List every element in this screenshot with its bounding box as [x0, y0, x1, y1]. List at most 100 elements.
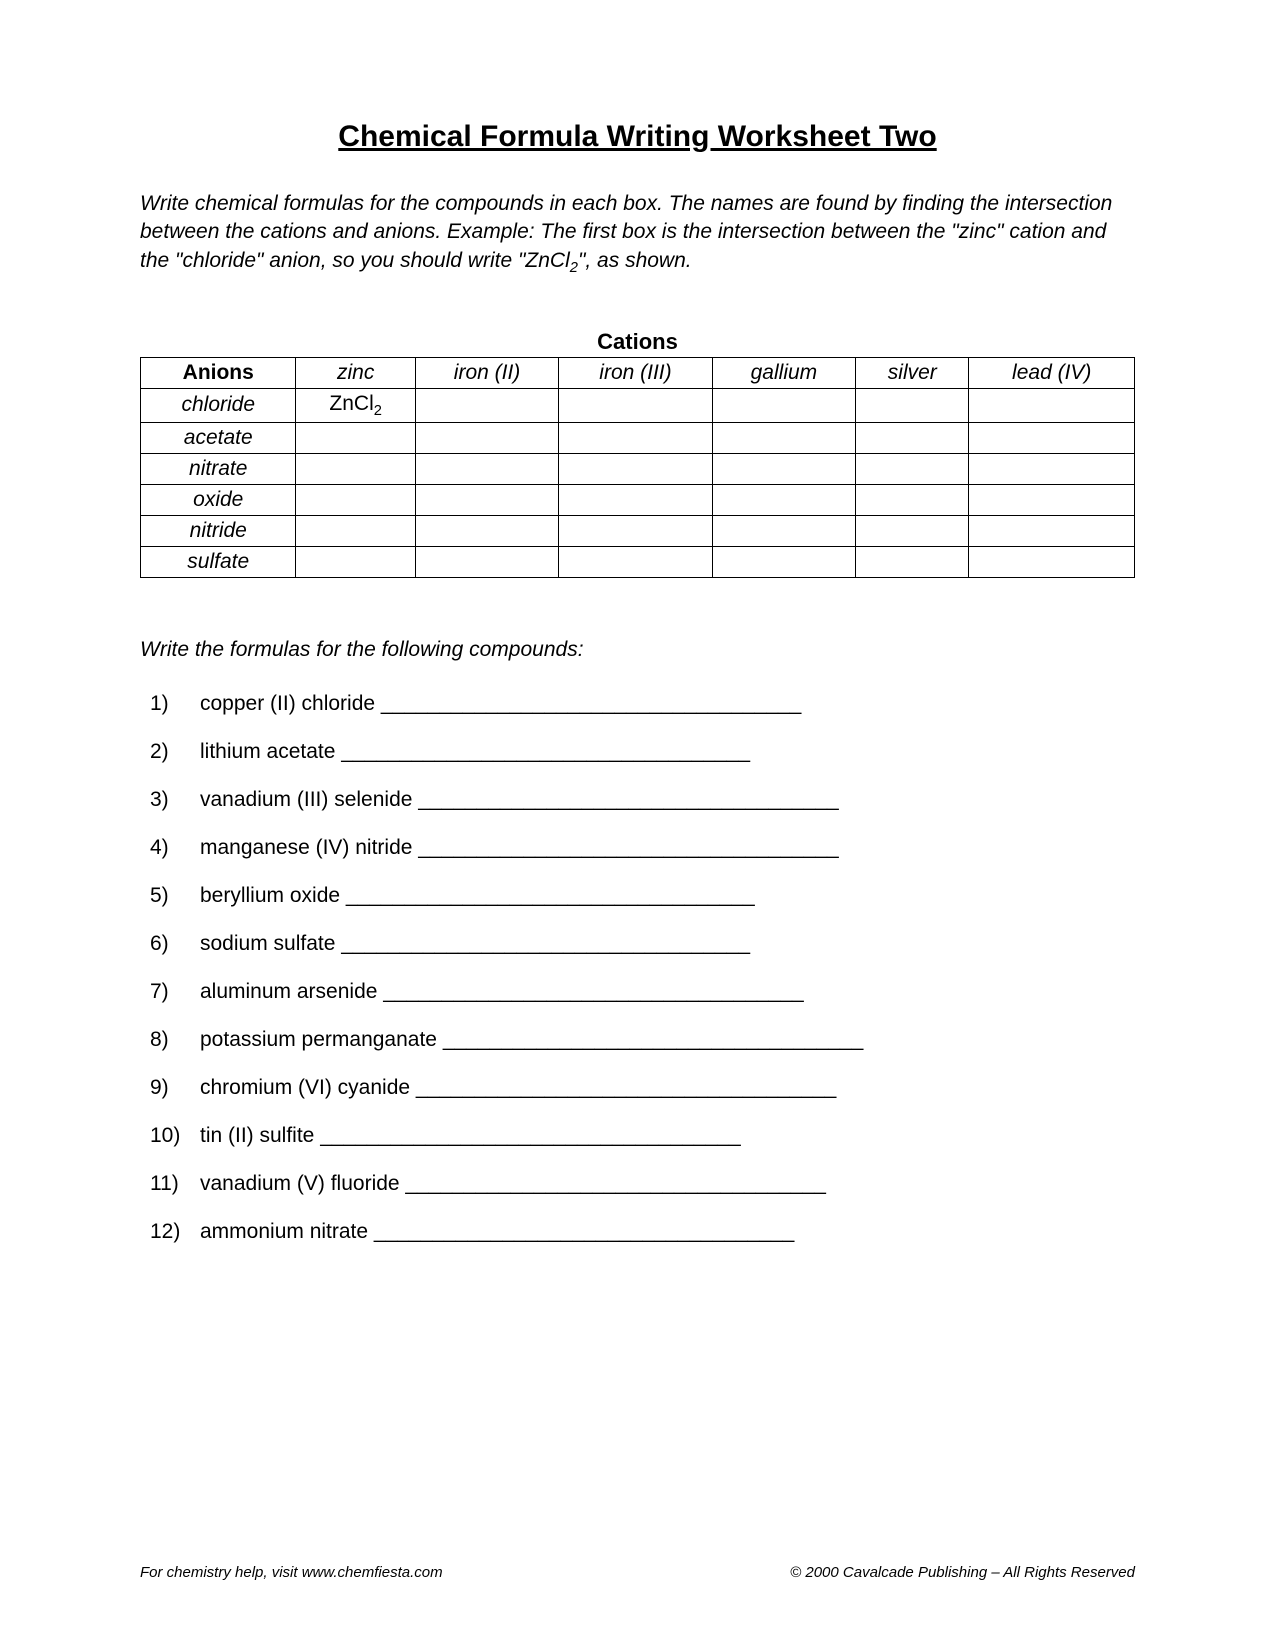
formula-cell: [296, 484, 415, 515]
formula-cell: [559, 484, 712, 515]
question-number: 12): [150, 1220, 200, 1244]
formula-cell: [559, 453, 712, 484]
table-row: nitrate: [141, 453, 1135, 484]
questions-list: 1)copper (II) chloride _________________…: [140, 692, 1135, 1244]
question-row: 1)copper (II) chloride _________________…: [150, 692, 1135, 716]
question-row: 7)aluminum arsenide ____________________…: [150, 980, 1135, 1004]
formula-cell: [856, 422, 969, 453]
formula-cell: [712, 453, 855, 484]
question-row: 6)sodium sulfate _______________________…: [150, 932, 1135, 956]
formula-cell: [559, 422, 712, 453]
question-text: tin (II) sulfite _______________________…: [200, 1124, 741, 1148]
formula-cell: [969, 388, 1135, 422]
question-number: 3): [150, 788, 200, 812]
formula-cell: [856, 453, 969, 484]
question-row: 10)tin (II) sulfite ____________________…: [150, 1124, 1135, 1148]
formula-cell: [296, 515, 415, 546]
instructions-subscript: 2: [570, 260, 578, 276]
anion-cell: acetate: [141, 422, 296, 453]
formula-cell: [415, 546, 558, 577]
question-text: manganese (IV) nitride _________________…: [200, 836, 839, 860]
formula-cell: [415, 422, 558, 453]
formula-cell: [296, 546, 415, 577]
question-number: 10): [150, 1124, 200, 1148]
anion-cell: oxide: [141, 484, 296, 515]
question-number: 5): [150, 884, 200, 908]
instructions-paragraph: Write chemical formulas for the compound…: [140, 190, 1135, 279]
cation-header: zinc: [296, 357, 415, 388]
question-text: potassium permanganate _________________…: [200, 1028, 863, 1052]
formula-cell: [712, 388, 855, 422]
question-text: ammonium nitrate _______________________…: [200, 1220, 794, 1244]
formula-cell: [559, 388, 712, 422]
formula-cell: [856, 546, 969, 577]
question-row: 2)lithium acetate ______________________…: [150, 740, 1135, 764]
question-row: 12)ammonium nitrate ____________________…: [150, 1220, 1135, 1244]
cation-header: lead (IV): [969, 357, 1135, 388]
footer-right: © 2000 Cavalcade Publishing – All Rights…: [790, 1564, 1135, 1581]
anion-cell: nitride: [141, 515, 296, 546]
formula-table: Anions zinc iron (II) iron (III) gallium…: [140, 357, 1135, 578]
formula-cell: [415, 515, 558, 546]
question-number: 11): [150, 1172, 200, 1196]
table-header-row: Anions zinc iron (II) iron (III) gallium…: [141, 357, 1135, 388]
question-number: 1): [150, 692, 200, 716]
formula-cell: [296, 422, 415, 453]
question-row: 8)potassium permanganate _______________…: [150, 1028, 1135, 1052]
question-text: chromium (VI) cyanide __________________…: [200, 1076, 836, 1100]
formula-cell: [969, 546, 1135, 577]
formula-cell: [296, 453, 415, 484]
question-row: 3)vanadium (III) selenide ______________…: [150, 788, 1135, 812]
footer-left: For chemistry help, visit www.chemfiesta…: [140, 1564, 443, 1581]
table-row: oxide: [141, 484, 1135, 515]
formula-cell: [856, 388, 969, 422]
formula-cell: [969, 515, 1135, 546]
question-number: 4): [150, 836, 200, 860]
table-row: acetate: [141, 422, 1135, 453]
formula-cell: ZnCl2: [296, 388, 415, 422]
question-text: sodium sulfate _________________________…: [200, 932, 750, 956]
cations-heading: Cations: [140, 329, 1135, 355]
anion-cell: chloride: [141, 388, 296, 422]
formula-cell: [969, 484, 1135, 515]
formula-cell: [415, 453, 558, 484]
formula-cell: [415, 388, 558, 422]
formula-cell: [969, 422, 1135, 453]
question-text: lithium acetate ________________________…: [200, 740, 750, 764]
formula-cell: [856, 515, 969, 546]
anion-cell: sulfate: [141, 546, 296, 577]
section2-label: Write the formulas for the following com…: [140, 638, 1135, 662]
question-text: vanadium (V) fluoride __________________…: [200, 1172, 826, 1196]
cation-header: iron (III): [559, 357, 712, 388]
question-text: vanadium (III) selenide ________________…: [200, 788, 839, 812]
table-corner-cell: Anions: [141, 357, 296, 388]
cation-header: gallium: [712, 357, 855, 388]
table-row: sulfate: [141, 546, 1135, 577]
cation-header: iron (II): [415, 357, 558, 388]
formula-cell: [712, 422, 855, 453]
question-number: 2): [150, 740, 200, 764]
formula-cell: [969, 453, 1135, 484]
question-number: 9): [150, 1076, 200, 1100]
question-row: 5)beryllium oxide ______________________…: [150, 884, 1135, 908]
table-row: nitride: [141, 515, 1135, 546]
page-footer: For chemistry help, visit www.chemfiesta…: [140, 1564, 1135, 1581]
question-number: 6): [150, 932, 200, 956]
formula-cell: [712, 515, 855, 546]
formula-cell: [415, 484, 558, 515]
question-row: 11)vanadium (V) fluoride _______________…: [150, 1172, 1135, 1196]
question-text: aluminum arsenide ______________________…: [200, 980, 804, 1004]
question-text: beryllium oxide ________________________…: [200, 884, 755, 908]
anion-cell: nitrate: [141, 453, 296, 484]
question-text: copper (II) chloride ___________________…: [200, 692, 801, 716]
formula-cell: [856, 484, 969, 515]
cation-header: silver: [856, 357, 969, 388]
page-title: Chemical Formula Writing Worksheet Two: [140, 120, 1135, 154]
formula-cell: [559, 515, 712, 546]
formula-cell: [712, 546, 855, 577]
question-row: 4)manganese (IV) nitride _______________…: [150, 836, 1135, 860]
instructions-tail: ", as shown.: [578, 249, 692, 272]
question-number: 7): [150, 980, 200, 1004]
formula-cell: [559, 546, 712, 577]
formula-cell: [712, 484, 855, 515]
